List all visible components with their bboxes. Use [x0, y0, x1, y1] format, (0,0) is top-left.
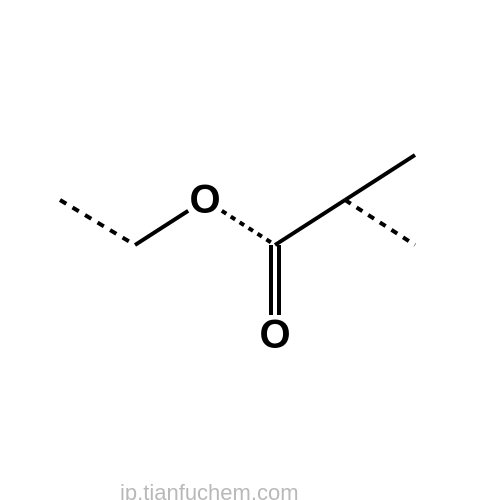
atom-label-O: O — [189, 178, 220, 223]
bond-line — [60, 200, 135, 245]
bond-line — [135, 211, 188, 245]
molecule-canvas — [0, 0, 500, 500]
bonds-group — [60, 155, 415, 315]
atom-label-O: O — [259, 313, 290, 358]
bond-line — [345, 200, 415, 245]
bond-line — [345, 155, 415, 200]
watermark-text: jp.tianfuchem.com — [120, 480, 299, 500]
bond-line — [222, 211, 275, 245]
bond-line — [275, 200, 345, 245]
